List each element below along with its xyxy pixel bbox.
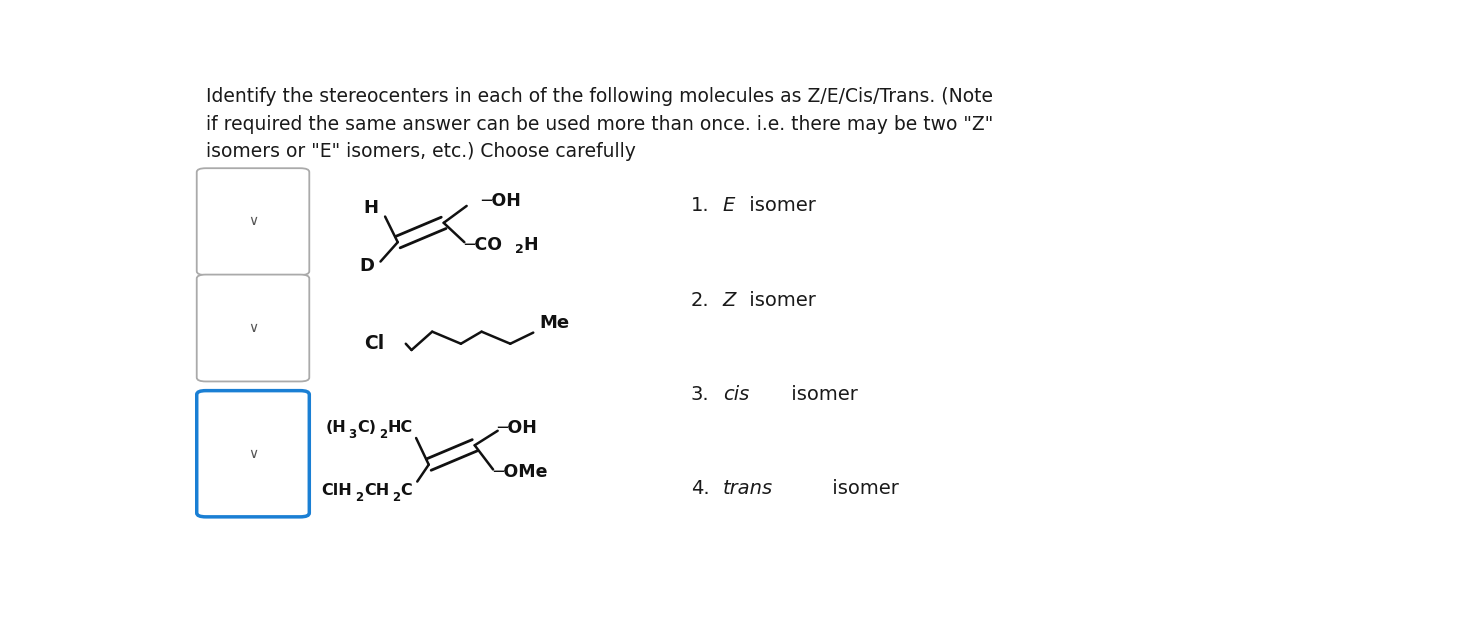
Text: ─CO: ─CO [464, 236, 502, 254]
Text: ClH: ClH [320, 483, 351, 498]
Text: ─OH: ─OH [498, 420, 538, 437]
Text: Cl: Cl [363, 334, 384, 353]
FancyBboxPatch shape [197, 168, 310, 275]
Text: 3: 3 [348, 428, 357, 441]
Text: C): C) [357, 420, 376, 435]
Text: trans: trans [723, 479, 774, 498]
Text: H: H [523, 236, 538, 254]
Text: ─OH: ─OH [482, 192, 522, 210]
Text: isomer: isomer [744, 197, 817, 215]
Text: 2: 2 [391, 490, 400, 504]
Text: 2: 2 [514, 243, 523, 256]
FancyBboxPatch shape [197, 391, 310, 517]
Text: cis: cis [723, 385, 748, 404]
Text: 2.: 2. [691, 291, 710, 310]
Text: isomer: isomer [785, 385, 858, 404]
Text: 2: 2 [379, 428, 387, 441]
Text: D: D [359, 257, 375, 275]
Text: CH: CH [365, 483, 390, 498]
Text: 1.: 1. [691, 197, 710, 215]
Text: ∨: ∨ [247, 447, 258, 460]
Text: 2: 2 [356, 490, 363, 504]
Text: Z: Z [723, 291, 737, 310]
Text: 3.: 3. [691, 385, 710, 404]
Text: C: C [400, 483, 412, 498]
Text: 4.: 4. [691, 479, 710, 498]
Text: E: E [723, 197, 735, 215]
Text: HC: HC [387, 420, 412, 435]
Text: ∨: ∨ [247, 321, 258, 335]
Text: Identify the stereocenters in each of the following molecules as Z/E/Cis/Trans. : Identify the stereocenters in each of th… [206, 87, 993, 161]
Text: isomer: isomer [825, 479, 900, 498]
Text: H: H [363, 199, 379, 217]
FancyBboxPatch shape [197, 274, 310, 381]
Text: (H: (H [326, 420, 347, 435]
Text: ─OMe: ─OMe [494, 463, 547, 481]
Text: ∨: ∨ [247, 214, 258, 229]
Text: isomer: isomer [744, 291, 817, 310]
Text: Me: Me [539, 314, 569, 332]
